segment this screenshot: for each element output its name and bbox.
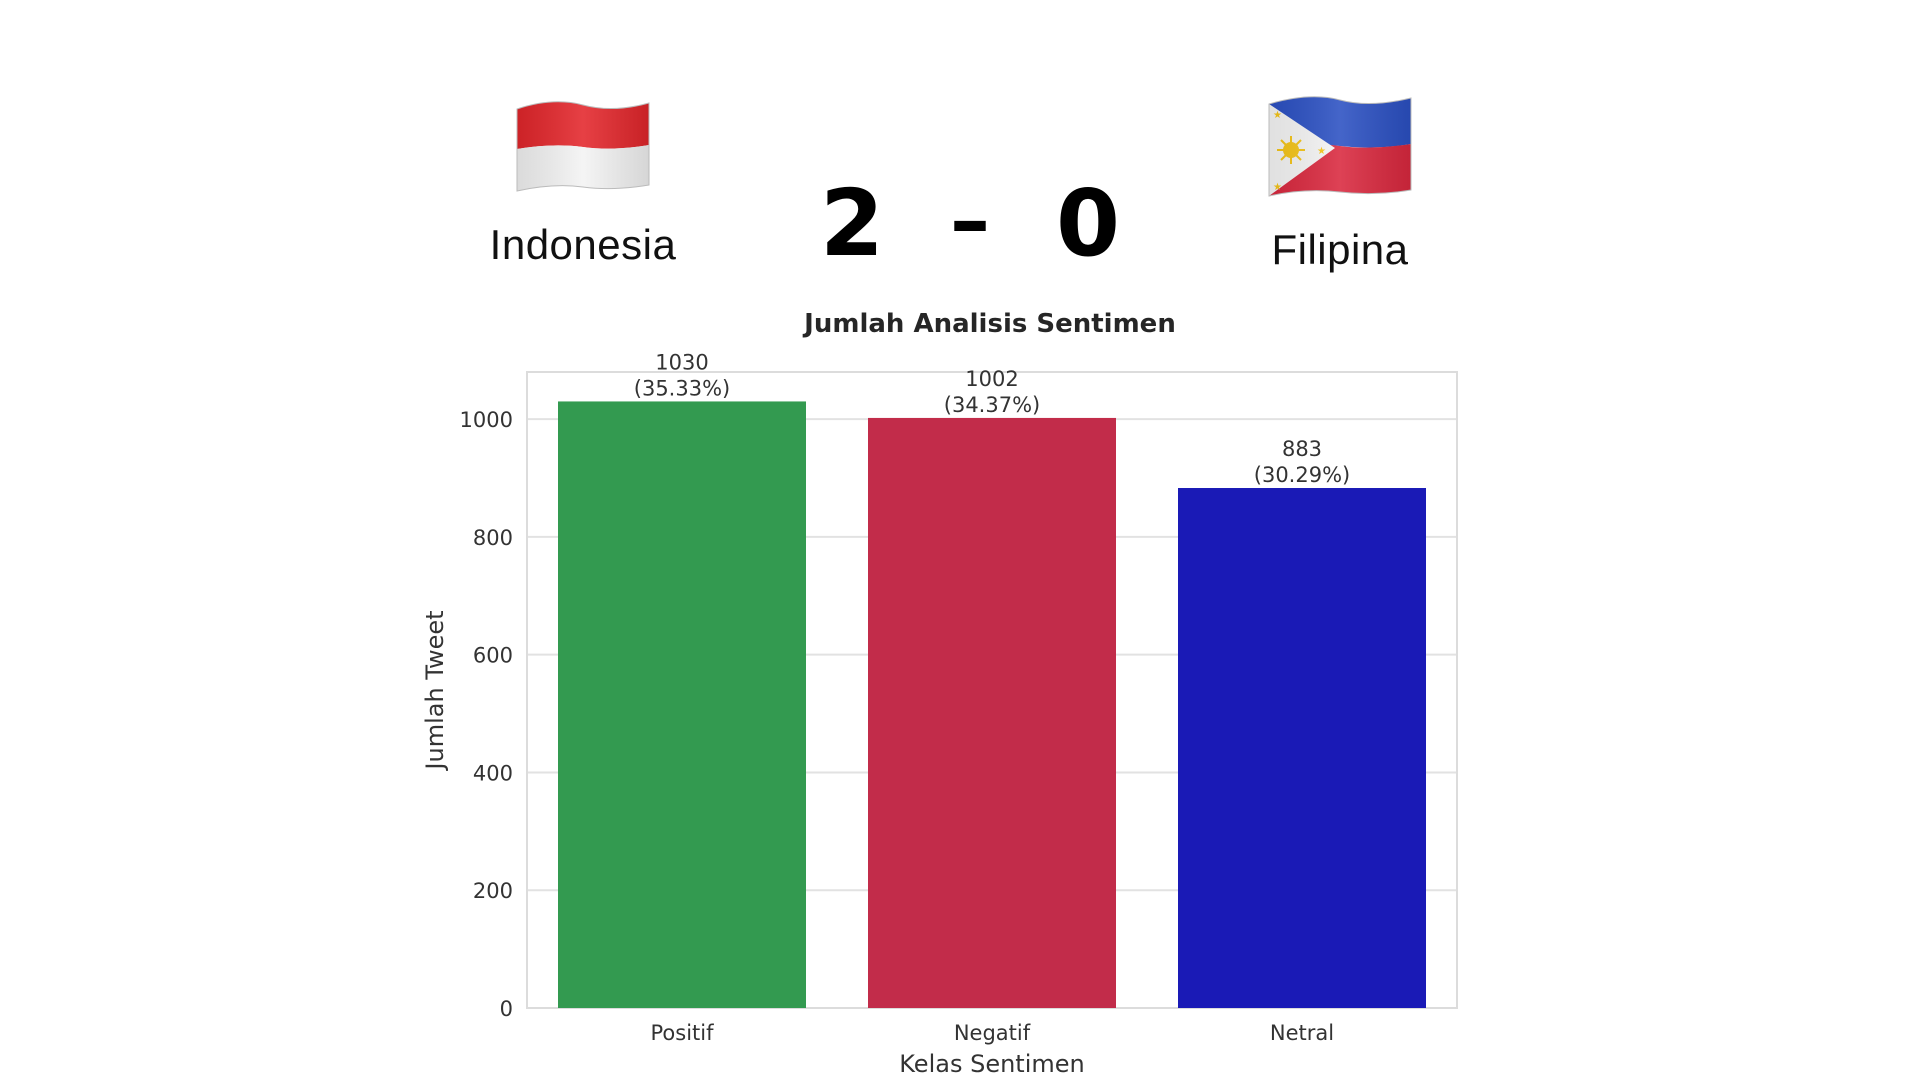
away-team: ★ ★ ★ Filipina [1190, 90, 1490, 274]
bar-percent-label: (35.33%) [634, 376, 730, 400]
home-team: Indonesia [433, 95, 733, 269]
philippines-flag-icon: ★ ★ ★ [1268, 96, 1412, 197]
match-score: 2 – 0 [820, 170, 1120, 277]
home-score: 2 [820, 170, 885, 277]
x-tick-label: Positif [651, 1021, 715, 1045]
bar-percent-label: (30.29%) [1254, 463, 1350, 487]
y-tick-label: 1000 [460, 408, 513, 432]
x-tick-label: Negatif [954, 1021, 1031, 1045]
bar-negatif [868, 417, 1116, 1008]
bars [558, 401, 1426, 1008]
y-tick-label: 800 [473, 526, 513, 550]
x-axis-label: Kelas Sentimen [899, 1050, 1084, 1078]
bar-value-label: 883 [1282, 437, 1322, 461]
y-tick-label: 200 [473, 879, 513, 903]
y-tick-label: 0 [500, 997, 513, 1021]
x-tick-labels: Positif Negatif Netral [651, 1021, 1335, 1045]
y-tick-labels: 0 200 400 600 800 1000 [460, 408, 513, 1021]
chart-title: Jumlah Analisis Sentimen [802, 309, 1176, 339]
indonesia-flag-icon [516, 101, 650, 192]
x-tick-label: Netral [1270, 1021, 1334, 1045]
y-tick-label: 400 [473, 761, 513, 785]
home-team-name: Indonesia [489, 221, 677, 268]
away-score: 0 [1055, 170, 1120, 277]
y-tick-label: 600 [473, 644, 513, 668]
away-team-name: Filipina [1271, 226, 1409, 273]
y-axis-label: Jumlah Tweet [421, 610, 449, 771]
bar-positif [558, 401, 806, 1008]
bar-percent-label: (34.37%) [944, 393, 1040, 417]
bar-netral [1178, 488, 1426, 1008]
score-separator: – [950, 174, 990, 267]
bar-labels: 1030(35.33%) 1002(34.37%) 883(30.29%) [634, 350, 1350, 487]
bar-value-label: 1030 [655, 350, 708, 374]
bar-value-label: 1002 [965, 367, 1018, 391]
